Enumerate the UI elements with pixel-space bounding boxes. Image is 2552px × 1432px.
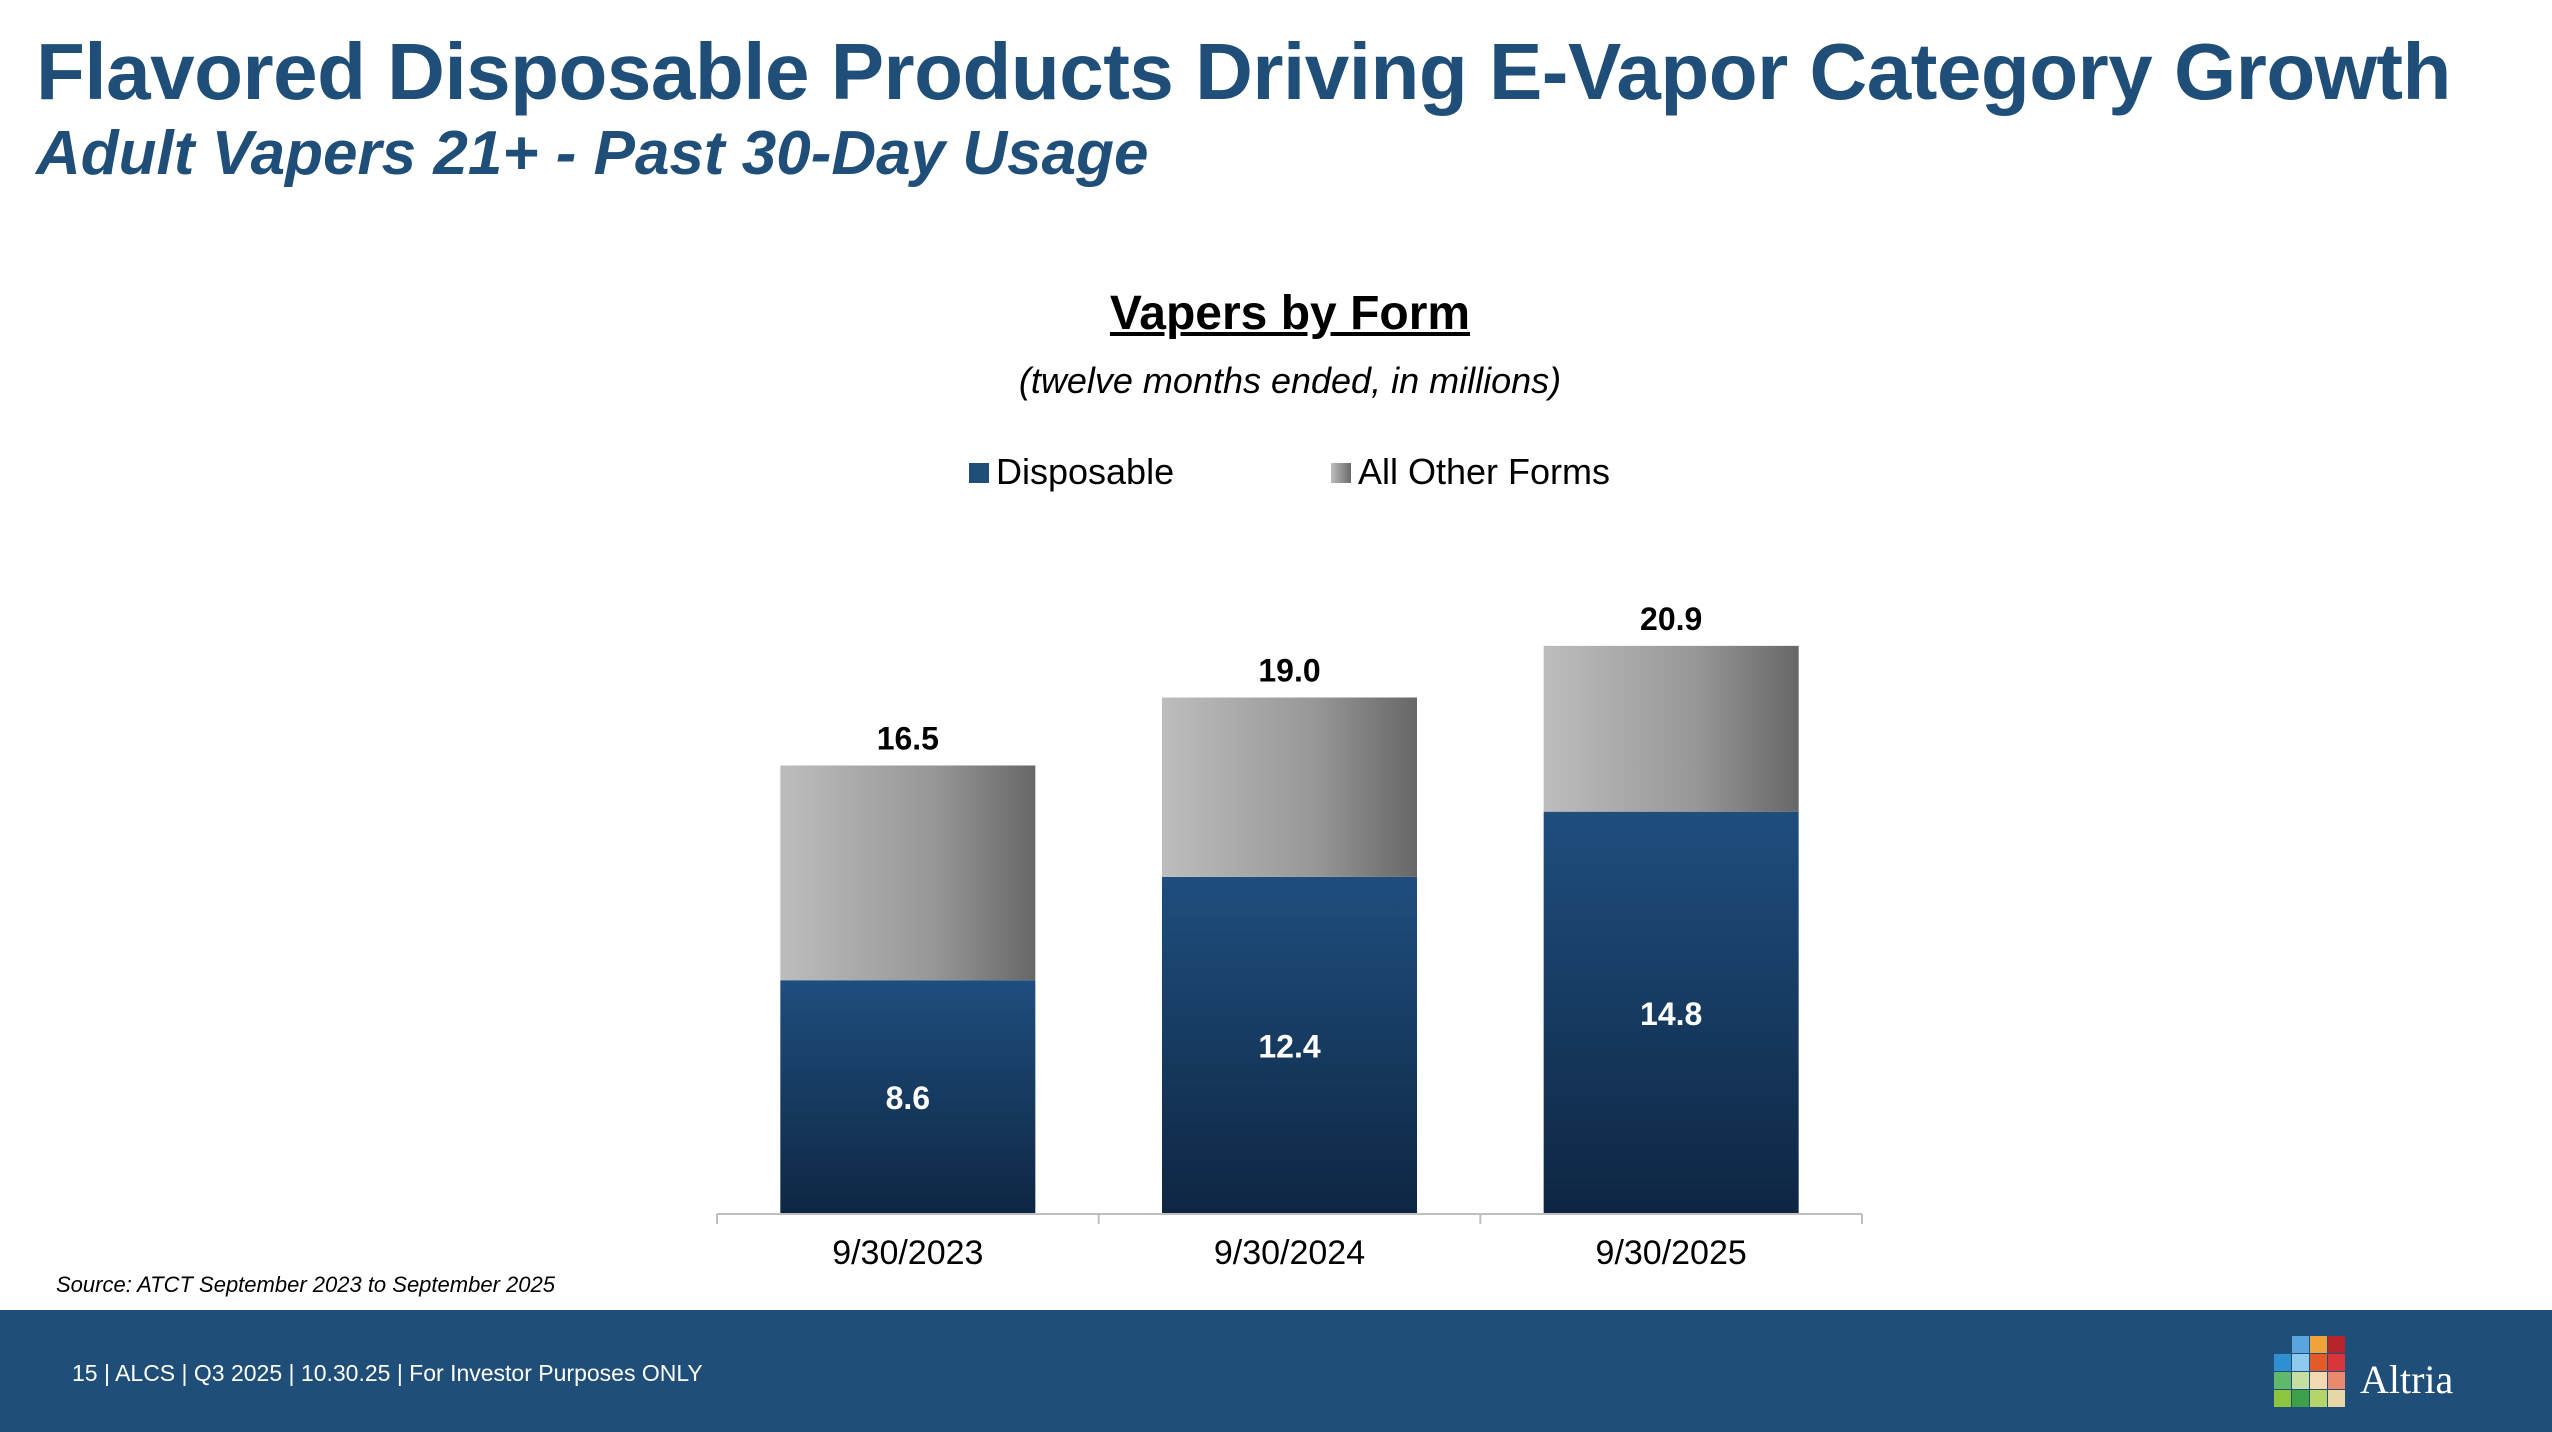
bar-disposable-0 — [780, 980, 1036, 1214]
slide-subtitle: Adult Vapers 21+ - Past 30-Day Usage — [36, 119, 1149, 188]
data-label-disposable-2: 14.8 — [1640, 996, 1702, 1032]
legend-swatch-other-forms — [1331, 463, 1351, 483]
footer-bar: 15 | ALCS | Q3 2025 | 10.30.25 | For Inv… — [0, 1310, 2552, 1432]
footer-text: 15 | ALCS | Q3 2025 | 10.30.25 | For Inv… — [72, 1360, 703, 1386]
total-label-1: 19.0 — [1258, 653, 1320, 689]
legend-label-other-forms: All Other Forms — [1358, 451, 1611, 492]
total-label-0: 16.5 — [877, 720, 939, 756]
chart-title: Vapers by Form — [1109, 287, 1471, 340]
data-label-disposable-0: 8.6 — [886, 1080, 930, 1116]
x-tick-label-2: 9/30/2025 — [1596, 1234, 1747, 1272]
x-tick-label-0: 9/30/2023 — [832, 1234, 983, 1272]
vapers-by-form-chart: 8.6 16.5 9/30/2023 12.4 19.0 9/30/2024 14.8 20.… — [716, 601, 1863, 1272]
legend-label-disposable: Disposable — [996, 451, 1175, 492]
altria-logo-text: Altria — [2360, 1357, 2454, 1402]
bar-disposable-1 — [1162, 876, 1417, 1214]
bar-other-forms-1 — [1162, 697, 1417, 877]
chart-subtitle: (twelve months ended, in millions) — [1018, 360, 1562, 401]
x-tick-label-1: 9/30/2024 — [1214, 1234, 1365, 1272]
slide-title: Flavored Disposable Products Driving E-V… — [36, 27, 2451, 116]
altria-logo-icon — [2274, 1336, 2345, 1407]
source-note: Source: ATCT September 2023 to September… — [56, 1272, 555, 1297]
bar-other-forms-0 — [780, 765, 1036, 981]
legend-swatch-disposable — [969, 463, 989, 483]
bar-other-forms-2 — [1543, 645, 1799, 812]
bar-disposable-2 — [1543, 811, 1799, 1214]
total-label-2: 20.9 — [1640, 601, 1702, 637]
data-label-disposable-1: 12.4 — [1258, 1028, 1320, 1064]
